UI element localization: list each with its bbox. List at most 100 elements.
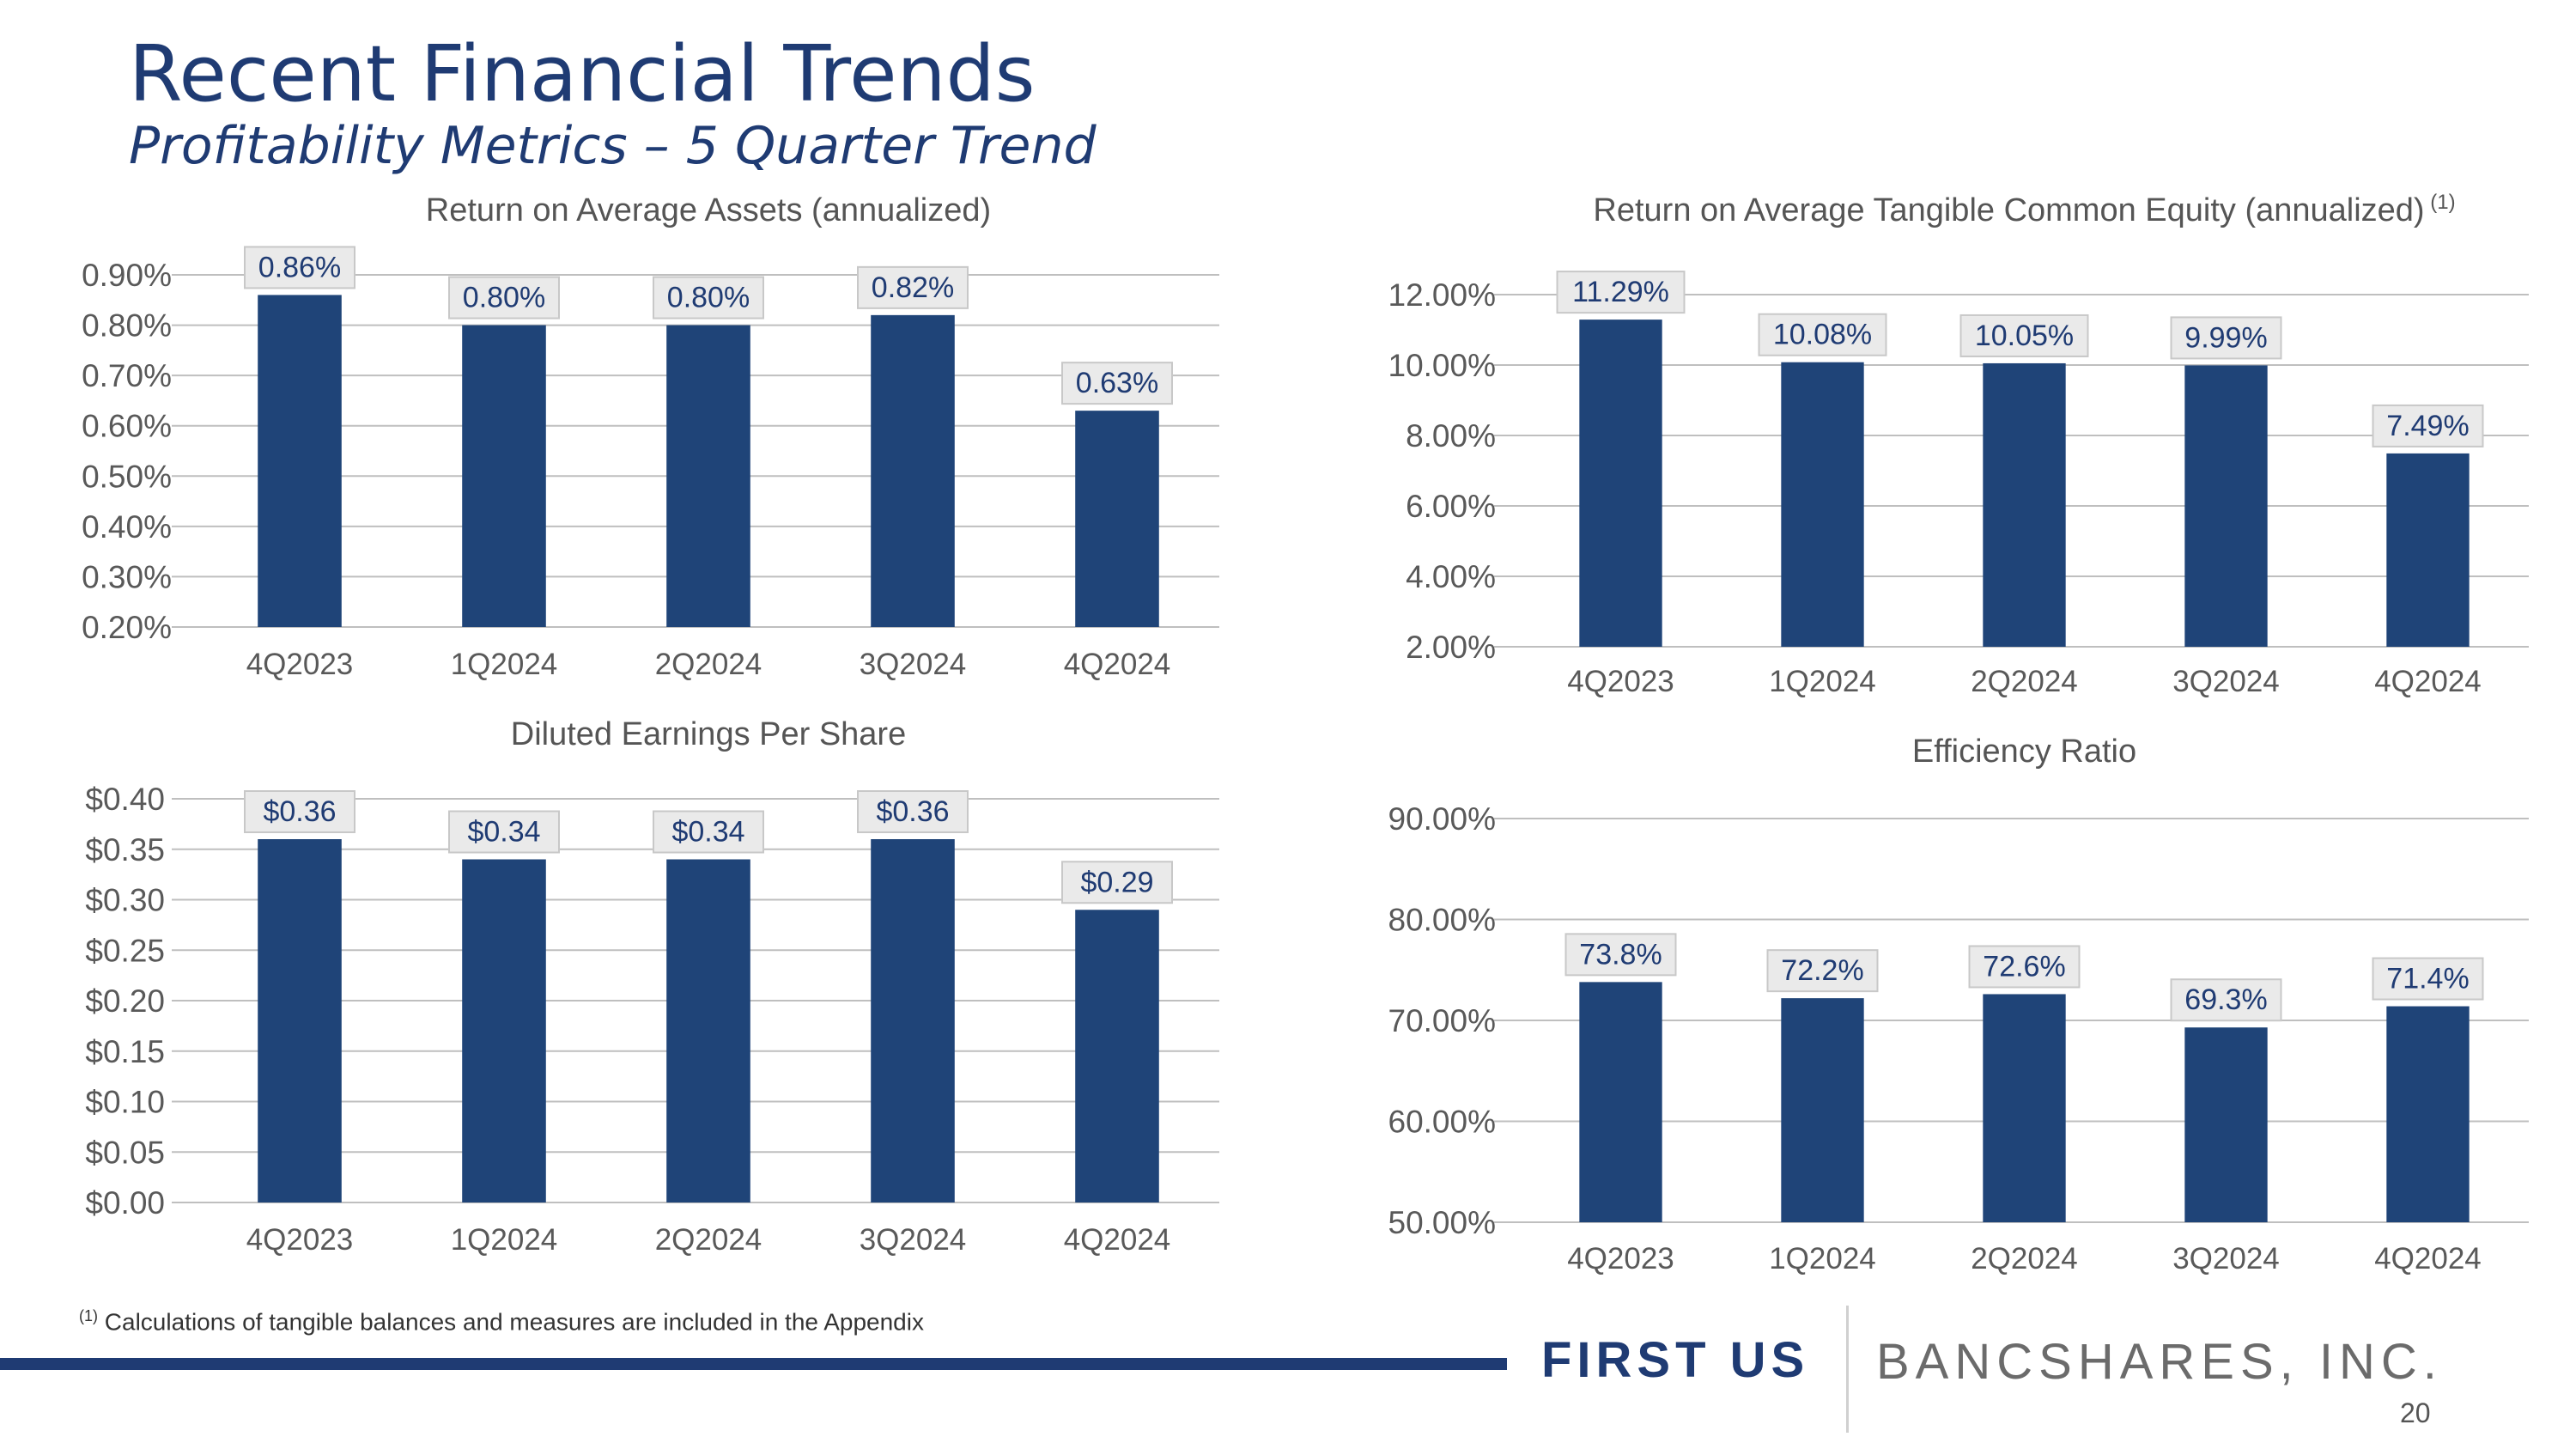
x-tick-label: 2Q2024 (655, 1223, 762, 1257)
chart-efficiency-ratio: Efficiency Ratio 50.00% 60.00% 70.00% 80.00%… (1388, 734, 2529, 1275)
data-label: 0.82% (872, 271, 954, 304)
x-tick-label: 3Q2024 (2172, 665, 2280, 698)
data-label-box (2372, 957, 2484, 1001)
data-label-box (1758, 313, 1887, 356)
chart-title: Efficiency Ratio (1912, 734, 2136, 770)
data-label: 10.08% (1773, 319, 1872, 351)
data-label: $0.29 (1080, 866, 1153, 898)
data-label-box (653, 810, 764, 854)
data-label: 0.80% (463, 282, 545, 314)
y-tick-label: $0.40 (85, 782, 165, 817)
bar (1075, 411, 1159, 627)
page-number: 20 (2400, 1397, 2431, 1428)
data-label: $0.36 (263, 795, 336, 828)
footnote-text: Calculations of tangible balances and me… (104, 1308, 924, 1336)
bar (258, 295, 342, 627)
x-tick-label: 1Q2024 (451, 1223, 558, 1257)
y-tick-label: 0.30% (82, 559, 172, 594)
bar (2184, 1027, 2268, 1222)
x-tick-label: 3Q2024 (860, 648, 967, 681)
data-label-box (448, 276, 560, 320)
y-tick-label: 0.20% (82, 610, 172, 645)
chart-return-on-tangible-common-equity: Return on Average Tangible Common Equity… (1388, 191, 2529, 698)
x-tick-label: 4Q2024 (1064, 1223, 1171, 1257)
y-tick-label: 0.50% (82, 459, 172, 494)
bar (2184, 365, 2268, 647)
x-tick-label: 4Q2023 (246, 1223, 354, 1257)
logo-first-us: FIRST US (1541, 1332, 1810, 1388)
x-tick-label: 4Q2024 (1064, 648, 1171, 681)
x-tick-label: 1Q2024 (1769, 665, 1876, 698)
data-label: 73.8% (1579, 938, 1662, 971)
footnote: (1) Calculations of tangible balances an… (79, 1307, 924, 1336)
data-label-box (448, 810, 560, 854)
bar (2386, 453, 2470, 647)
data-label: 10.05% (1975, 320, 2074, 352)
logo-divider (1846, 1306, 1849, 1433)
data-label-box (2170, 316, 2282, 360)
data-label-box (1556, 271, 1686, 314)
x-tick-label: 2Q2024 (1971, 665, 2078, 698)
y-tick-label: $0.35 (85, 832, 165, 868)
x-tick-label: 3Q2024 (2172, 1242, 2280, 1275)
data-label-box (1766, 949, 1879, 993)
y-tick-label: 80.00% (1388, 903, 1497, 938)
bar (1781, 362, 1864, 647)
data-label-box (1959, 314, 2089, 357)
data-label: 0.63% (1076, 367, 1158, 399)
data-label-box (2170, 978, 2282, 1022)
y-tick-label: 70.00% (1388, 1003, 1497, 1038)
data-label-box (653, 276, 764, 320)
y-tick-label: $0.00 (85, 1185, 165, 1221)
y-tick-label: $0.25 (85, 933, 165, 968)
data-label: 72.2% (1781, 954, 1863, 987)
bar (1579, 982, 1662, 1222)
footnote-marker: (1) (79, 1307, 98, 1324)
y-tick-label: 0.40% (82, 509, 172, 545)
footer-rule (0, 1358, 1507, 1370)
x-tick-label: 4Q2023 (1567, 665, 1674, 698)
x-tick-label: 4Q2024 (2374, 1242, 2482, 1275)
data-label: 9.99% (2184, 321, 2267, 354)
y-tick-label: 0.70% (82, 358, 172, 393)
data-label-box (1061, 861, 1173, 904)
x-tick-label: 4Q2023 (1567, 1242, 1674, 1275)
bar (1983, 362, 2066, 647)
bar (666, 325, 750, 627)
y-tick-label: $0.30 (85, 883, 165, 918)
y-tick-label: 90.00% (1388, 801, 1497, 837)
page-subtitle: Profitability Metrics – 5 Quarter Trend (129, 116, 1097, 176)
data-label-box (244, 790, 355, 833)
y-tick-label: $0.20 (85, 983, 165, 1019)
x-tick-label: 3Q2024 (860, 1223, 967, 1257)
data-label: $0.34 (671, 816, 744, 849)
bar (2386, 1006, 2470, 1222)
data-label-box (1564, 933, 1677, 977)
bar (1781, 998, 1864, 1222)
x-tick-label: 4Q2023 (246, 648, 354, 681)
y-tick-label: 6.00% (1406, 489, 1496, 524)
data-label-box (244, 246, 355, 289)
data-label: 0.86% (258, 251, 341, 283)
bar (1579, 320, 1662, 647)
chart-title: Return on Average Assets (annualized) (426, 192, 991, 228)
y-tick-label: 0.90% (82, 258, 172, 293)
x-tick-label: 2Q2024 (655, 648, 762, 681)
x-tick-label: 1Q2024 (451, 648, 558, 681)
data-label: 11.29% (1572, 276, 1669, 308)
bar (1075, 910, 1159, 1202)
chart-title-superscript: (1) (2425, 191, 2456, 214)
bar (871, 839, 955, 1202)
data-label: 7.49% (2386, 410, 2469, 442)
chart-title: Diluted Earnings Per Share (511, 716, 906, 752)
data-label-box (1061, 362, 1173, 405)
y-tick-label: 60.00% (1388, 1105, 1497, 1140)
bar (1983, 994, 2066, 1222)
y-tick-label: 0.80% (82, 308, 172, 344)
y-tick-label: 2.00% (1406, 630, 1496, 665)
bar (462, 859, 546, 1202)
chart-return-on-average-assets: Return on Average Assets (annualized) 0.2… (82, 192, 1219, 681)
y-tick-label: $0.15 (85, 1034, 165, 1069)
data-label-box (1968, 945, 2081, 989)
bar (666, 859, 750, 1202)
